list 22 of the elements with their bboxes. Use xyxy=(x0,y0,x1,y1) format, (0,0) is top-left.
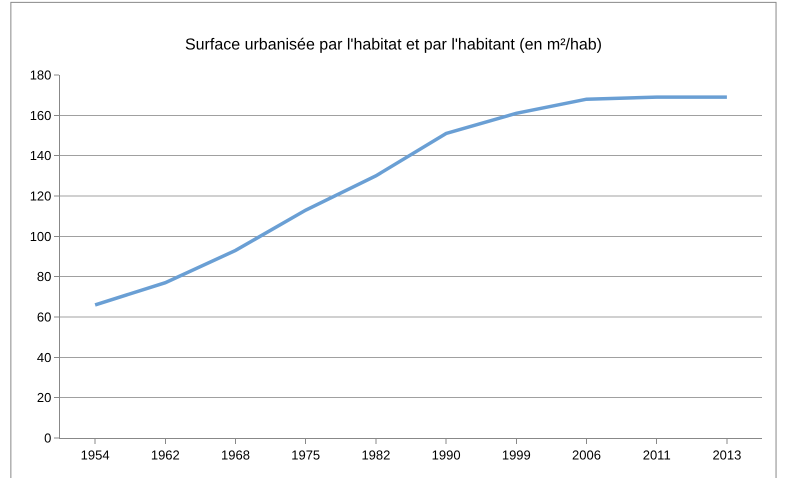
x-tick-label: 1962 xyxy=(150,448,180,463)
y-tick-label: 160 xyxy=(30,108,52,123)
y-tick-label: 80 xyxy=(36,269,52,284)
y-tick-label: 60 xyxy=(36,310,52,325)
y-tick-label: 0 xyxy=(44,430,52,446)
x-tick-label: 1990 xyxy=(432,448,461,463)
x-tick-label: 1982 xyxy=(361,448,390,463)
line-series xyxy=(93,95,729,307)
chart-title: Surface urbanisée par l'habitat et par l'habitant (en m²/hab) xyxy=(184,36,602,54)
y-tick-label: 140 xyxy=(30,148,52,164)
y-tick-label: 100 xyxy=(30,228,52,244)
x-tick-label: 2013 xyxy=(712,448,742,463)
x-tick-label: 1975 xyxy=(291,448,320,463)
y-tick-label: 180 xyxy=(30,68,52,83)
x-tick-label: 1968 xyxy=(221,448,250,463)
x-tick-label: 1999 xyxy=(502,448,531,463)
x-tick-label: 2006 xyxy=(572,448,601,463)
x-tick-label: 2011 xyxy=(642,448,671,463)
y-tick-label: 40 xyxy=(36,350,52,365)
y-tick-label: 120 xyxy=(30,188,52,204)
x-tick-label: 1954 xyxy=(80,448,110,463)
y-tick-label: 20 xyxy=(36,390,52,406)
